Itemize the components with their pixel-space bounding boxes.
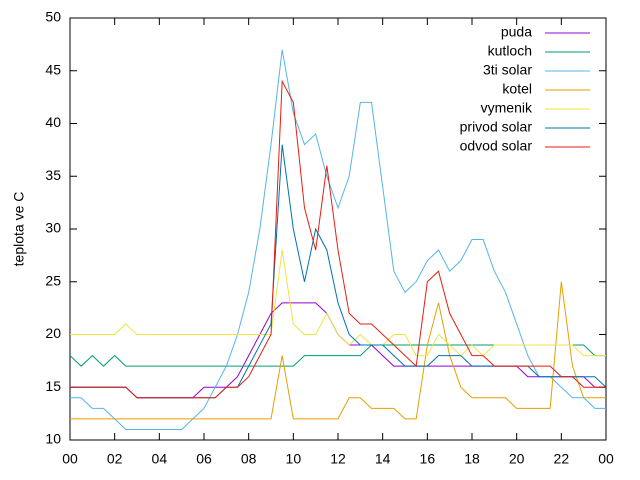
y-tick-label: 35: [45, 167, 61, 183]
y-tick-label: 40: [45, 114, 61, 130]
x-tick-label: 22: [554, 451, 570, 467]
legend-label: odvod solar: [460, 138, 533, 154]
y-tick-label: 20: [45, 325, 61, 341]
series-line: [70, 144, 607, 399]
x-tick-label: 02: [107, 451, 123, 467]
x-tick-label: 16: [420, 451, 436, 467]
x-tick-label: 10: [286, 451, 302, 467]
x-tick-label: 00: [62, 451, 78, 467]
legend-label: kutloch: [488, 43, 532, 59]
y-tick-label: 25: [45, 272, 61, 288]
series-line: [70, 250, 606, 357]
x-tick-label: 00: [598, 451, 614, 467]
series-line: [70, 79, 606, 399]
legend-label: privod solar: [460, 119, 533, 135]
y-axis-label: teplota ve C: [11, 192, 27, 267]
legend-label: puda: [501, 24, 532, 40]
x-tick-label: 20: [509, 451, 525, 467]
y-tick-label: 45: [45, 61, 61, 77]
y-tick-label: 30: [45, 220, 61, 236]
x-tick-label: 04: [152, 451, 168, 467]
x-tick-label: 18: [464, 451, 480, 467]
legend-label: kotel: [502, 81, 532, 97]
x-tick-label: 06: [196, 451, 212, 467]
series-line: [70, 281, 606, 420]
legend-label: vymenik: [481, 100, 533, 116]
legend-label: 3ti solar: [483, 62, 532, 78]
y-tick-label: 50: [45, 9, 61, 25]
series-line: [70, 49, 606, 430]
y-tick-label: 15: [45, 378, 61, 394]
x-tick-label: 14: [375, 451, 391, 467]
x-tick-label: 08: [241, 451, 257, 467]
x-tick-label: 12: [330, 451, 346, 467]
y-tick-label: 10: [45, 431, 61, 447]
